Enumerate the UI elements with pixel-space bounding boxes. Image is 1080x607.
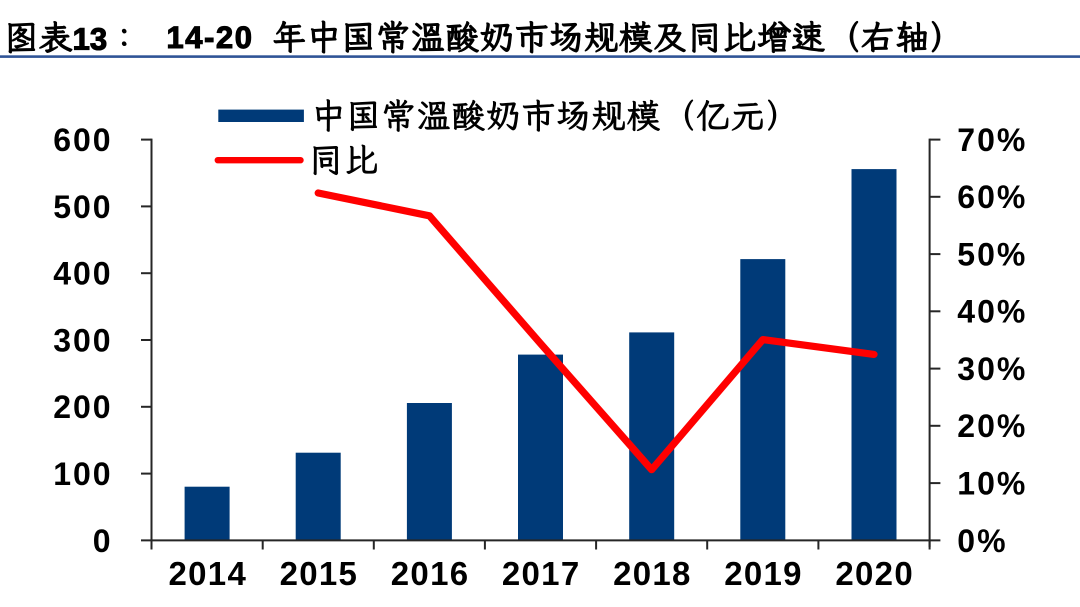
svg-text:2019: 2019: [724, 555, 803, 592]
svg-text:2020: 2020: [835, 555, 914, 592]
svg-text:200: 200: [53, 389, 112, 425]
svg-text:30%: 30%: [957, 351, 1027, 387]
svg-text:100: 100: [53, 456, 112, 492]
svg-text:0%: 0%: [957, 523, 1007, 559]
svg-text:2016: 2016: [391, 555, 470, 592]
svg-text:300: 300: [53, 322, 112, 358]
svg-text:2014: 2014: [168, 555, 247, 592]
svg-text:40%: 40%: [957, 294, 1027, 330]
svg-text:10%: 10%: [957, 466, 1027, 502]
svg-text:50%: 50%: [957, 237, 1027, 273]
svg-text:2015: 2015: [280, 555, 359, 592]
svg-text:20%: 20%: [957, 408, 1027, 444]
svg-text:400: 400: [53, 256, 112, 292]
svg-text:2018: 2018: [613, 555, 692, 592]
svg-text:600: 600: [53, 122, 112, 158]
svg-text:0: 0: [93, 523, 113, 559]
svg-text:70%: 70%: [957, 122, 1027, 158]
svg-text:2017: 2017: [502, 555, 581, 592]
svg-text:500: 500: [53, 189, 112, 225]
svg-text:60%: 60%: [957, 179, 1027, 215]
